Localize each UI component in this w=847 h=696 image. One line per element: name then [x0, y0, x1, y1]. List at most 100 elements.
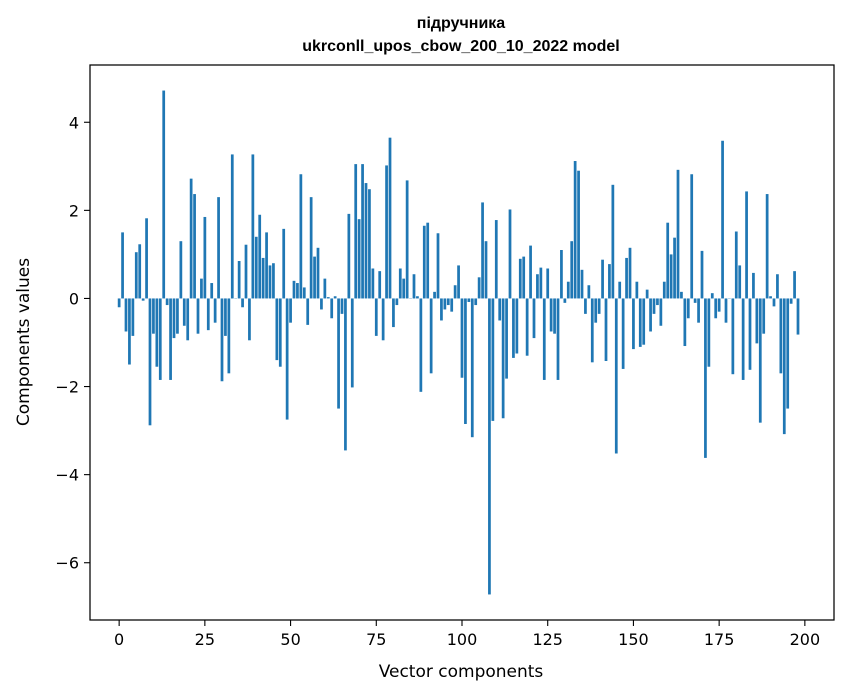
bar-103 [470, 298, 474, 438]
bar-20 [186, 298, 190, 341]
bar-176 [721, 140, 724, 299]
bar-187 [758, 298, 762, 423]
bar-177 [724, 298, 728, 323]
bar-150 [632, 298, 635, 350]
bar-197 [793, 271, 796, 299]
bar-4 [131, 298, 135, 336]
bar-156 [652, 298, 656, 314]
bar-149 [628, 247, 632, 299]
bar-66 [344, 298, 347, 451]
bar-158 [659, 298, 663, 326]
bar-104 [474, 298, 478, 306]
bar-171 [704, 298, 707, 458]
bar-60 [323, 278, 327, 299]
bar-164 [680, 291, 683, 299]
bar-88 [419, 298, 423, 392]
bar-108 [488, 298, 491, 595]
bar-10 [152, 298, 155, 334]
bar-48 [282, 228, 286, 299]
bar-145 [614, 298, 618, 454]
bar-51 [292, 280, 296, 299]
bar-112 [501, 298, 505, 419]
bar-5 [134, 252, 138, 299]
bar-120 [529, 245, 532, 299]
bar-58 [316, 247, 320, 299]
y-axis-ticks: −6 −4 −2 0 2 4 [55, 113, 90, 573]
bar-82 [398, 268, 402, 299]
bar-101 [464, 298, 467, 424]
bar-13 [162, 90, 166, 299]
bar-57 [313, 256, 316, 299]
x-axis-ticks: 0 25 50 75 100 125 150 175 200 [114, 620, 820, 649]
bar-17 [176, 298, 179, 334]
bar-143 [608, 264, 611, 299]
bar-139 [594, 298, 598, 323]
bar-3 [128, 298, 131, 365]
bar-19 [182, 298, 186, 326]
y-tick-label: −6 [55, 554, 79, 573]
bar-80 [392, 298, 395, 328]
bar-36 [241, 298, 244, 308]
bar-159 [662, 281, 666, 299]
bar-184 [748, 298, 752, 370]
bar-185 [752, 272, 755, 299]
y-tick-label: 2 [69, 201, 79, 220]
bar-75 [374, 298, 378, 336]
bar-22 [193, 194, 196, 299]
bar-41 [258, 214, 262, 299]
x-tick-label: 75 [366, 630, 386, 649]
bar-135 [580, 269, 584, 299]
bar-168 [693, 298, 697, 303]
bar-137 [587, 285, 591, 299]
bar-181 [738, 265, 742, 299]
bar-131 [566, 281, 570, 299]
bar-73 [368, 189, 371, 299]
bar-141 [601, 259, 604, 299]
chart-subtitle: ukrconll_upos_cbow_200_10_2022 model [302, 38, 619, 55]
bar-67 [347, 213, 351, 299]
bar-7 [141, 298, 145, 301]
bar-152 [638, 298, 642, 347]
bar-162 [673, 237, 676, 299]
bar-33 [230, 154, 234, 299]
bar-49 [285, 298, 289, 420]
bar-15 [169, 298, 172, 380]
bar-196 [789, 298, 793, 304]
bar-175 [717, 298, 721, 312]
bar-2 [124, 298, 128, 332]
bar-172 [707, 298, 711, 367]
bar-170 [700, 250, 704, 299]
x-axis-label: Vector components [379, 662, 544, 682]
bar-130 [563, 298, 567, 303]
bar-147 [621, 298, 625, 369]
bar-105 [477, 277, 481, 299]
x-tick-label: 0 [114, 630, 124, 649]
bar-107 [484, 241, 488, 299]
bar-114 [508, 209, 512, 299]
bar-14 [165, 298, 169, 306]
bar-21 [189, 178, 193, 299]
bar-56 [309, 197, 313, 299]
x-tick-label: 200 [790, 630, 821, 649]
bar-38 [248, 298, 251, 341]
bar-121 [532, 298, 536, 339]
bar-86 [412, 274, 416, 299]
bar-30 [220, 298, 224, 382]
bar-180 [734, 231, 738, 299]
bar-138 [590, 298, 594, 363]
bar-62 [330, 298, 334, 319]
bar-100 [460, 298, 464, 378]
y-tick-label: −2 [55, 378, 79, 397]
bar-84 [405, 180, 409, 299]
bar-151 [635, 281, 639, 299]
bar-97 [450, 298, 454, 312]
x-tick-label: 25 [195, 630, 215, 649]
bar-167 [690, 174, 694, 299]
bar-53 [299, 174, 303, 299]
bar-163 [676, 169, 680, 299]
bar-194 [782, 298, 786, 435]
bar-148 [625, 257, 628, 299]
bar-64 [337, 298, 340, 409]
bar-128 [556, 298, 560, 380]
